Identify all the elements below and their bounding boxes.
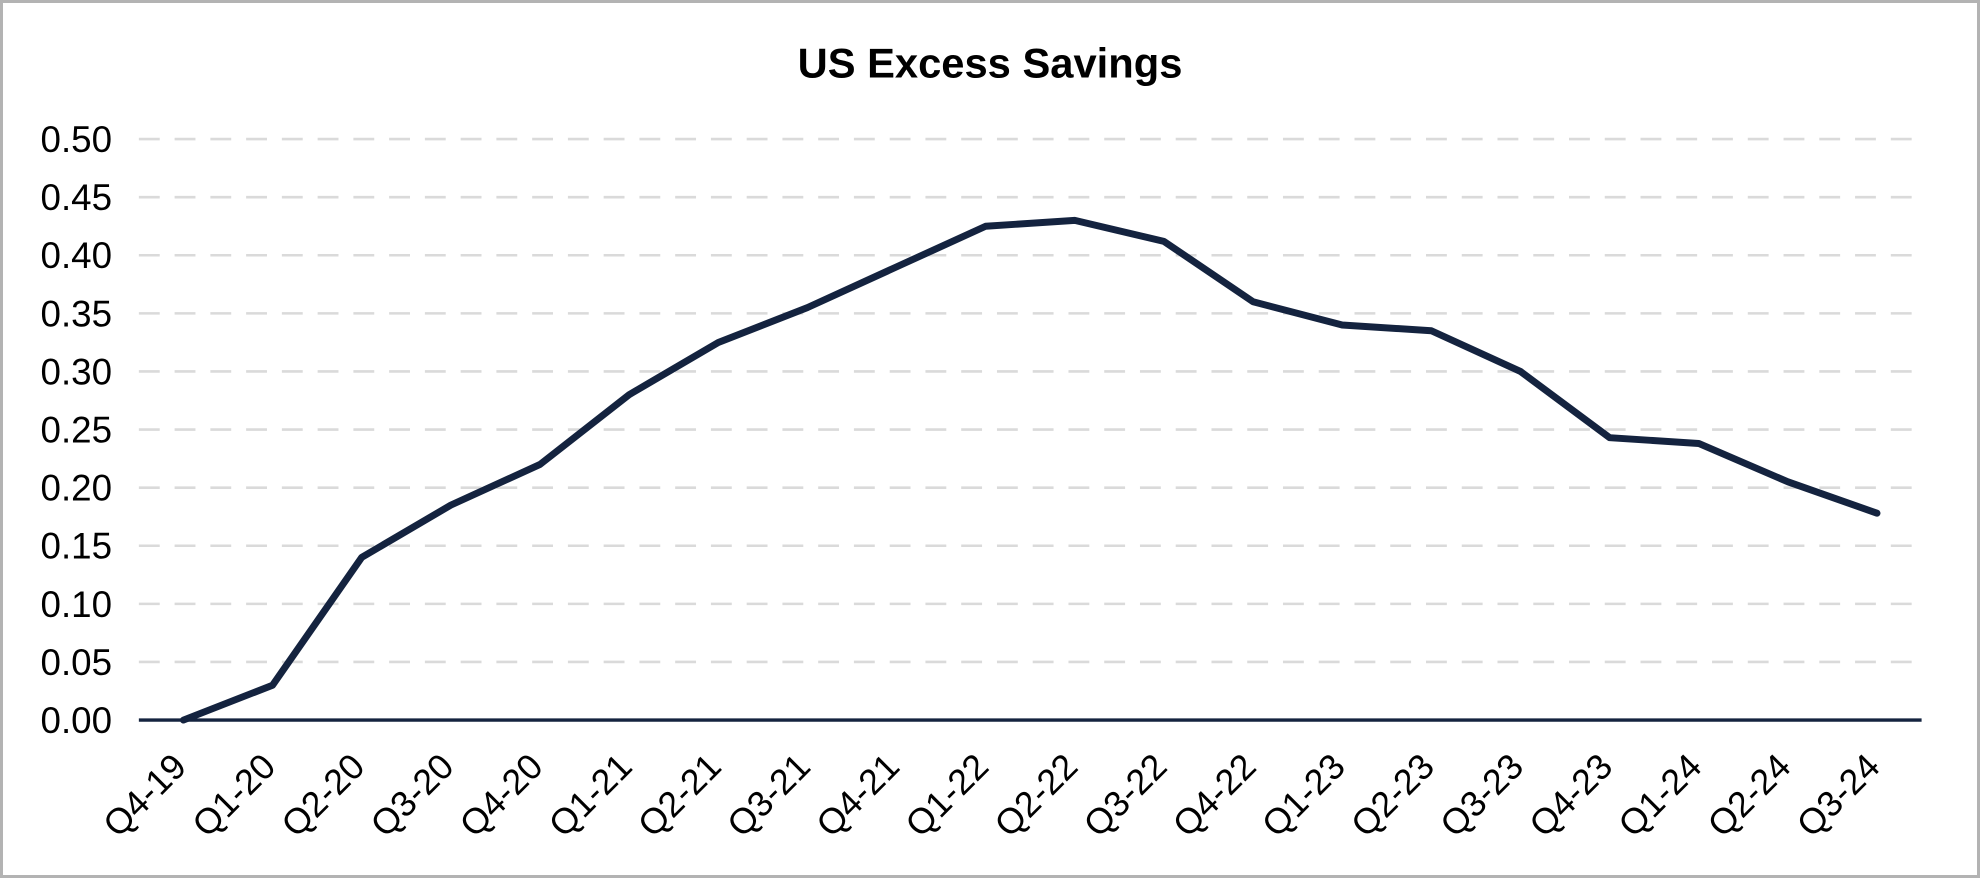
y-tick-label: 0.20 xyxy=(41,468,113,509)
x-tick-label: Q1-23 xyxy=(1254,746,1353,845)
x-tick-label: Q2-23 xyxy=(1343,746,1442,845)
x-tick-label: Q2-20 xyxy=(274,746,373,845)
x-tick-label: Q4-20 xyxy=(452,746,551,845)
x-tick-label: Q3-23 xyxy=(1433,746,1532,845)
y-tick-label: 0.25 xyxy=(41,409,113,450)
y-tick-label: 0.50 xyxy=(41,119,113,160)
x-tick-label: Q3-20 xyxy=(363,746,462,845)
y-tick-label: 0.35 xyxy=(41,293,113,334)
y-tick-label: 0.10 xyxy=(41,584,113,625)
x-tick-label: Q4-21 xyxy=(809,746,908,845)
chart-title: US Excess Savings xyxy=(798,39,1183,86)
y-axis-tick-labels: 0.00 0.05 0.10 0.15 0.20 0.25 0.30 0.35 0.40 0.45… xyxy=(41,119,113,741)
x-tick-label: Q1-22 xyxy=(898,746,997,845)
x-tick-label: Q3-24 xyxy=(1789,746,1888,845)
y-tick-label: 0.05 xyxy=(41,642,113,683)
x-tick-label: Q2-24 xyxy=(1700,746,1799,845)
x-tick-label: Q4-19 xyxy=(95,746,194,845)
y-tick-label: 0.30 xyxy=(41,351,113,392)
gridlines xyxy=(138,137,1922,664)
x-tick-label: Q3-21 xyxy=(719,746,818,845)
us-excess-savings-line-chart: 0.00 0.05 0.10 0.15 0.20 0.25 0.30 0.35 0.40 0.45… xyxy=(41,39,1922,845)
series-line xyxy=(179,216,1881,724)
x-tick-label: Q2-21 xyxy=(630,746,729,845)
x-tick-label: Q4-22 xyxy=(1165,746,1264,845)
y-tick-label: 0.45 xyxy=(41,177,113,218)
x-tick-label: Q3-22 xyxy=(1076,746,1175,845)
x-axis-tick-labels: Q4-19Q1-20Q2-20Q3-20Q4-20Q1-21Q2-21Q3-21… xyxy=(95,746,1887,845)
x-tick-label: Q1-24 xyxy=(1611,746,1710,845)
x-tick-label: Q2-22 xyxy=(987,746,1086,845)
x-tick-label: Q1-21 xyxy=(541,746,640,845)
y-tick-label: 0.00 xyxy=(41,700,113,741)
x-tick-label: Q1-20 xyxy=(185,746,284,845)
y-tick-label: 0.15 xyxy=(41,526,113,567)
y-tick-label: 0.40 xyxy=(41,235,113,276)
x-tick-label: Q4-23 xyxy=(1522,746,1621,845)
